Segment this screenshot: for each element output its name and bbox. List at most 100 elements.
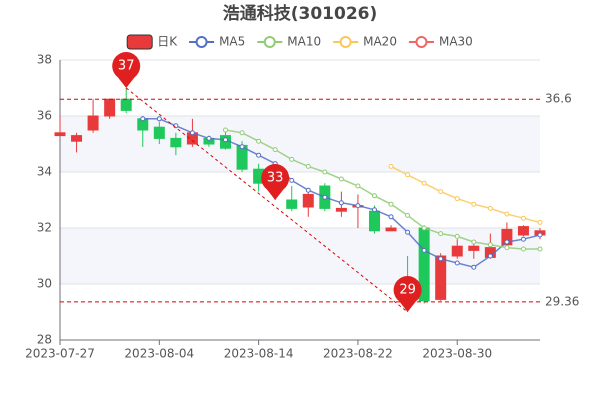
candle-body xyxy=(170,137,182,148)
ma-point xyxy=(405,212,411,218)
ma-point xyxy=(223,127,229,133)
ma-point xyxy=(421,180,427,186)
candle-body xyxy=(517,226,529,236)
ma-point xyxy=(520,236,526,242)
ma-point xyxy=(371,207,377,213)
ma-point xyxy=(438,231,444,237)
candle-body xyxy=(71,135,83,142)
ma-point xyxy=(239,144,245,150)
ma-point xyxy=(438,256,444,262)
split-area xyxy=(60,228,540,284)
candle-body xyxy=(104,98,116,117)
mark-pin-label: 29 xyxy=(399,283,416,298)
ma-point xyxy=(421,225,427,231)
ma-point xyxy=(223,137,229,143)
candle-body xyxy=(385,227,397,232)
ma-point xyxy=(371,193,377,199)
ma-point xyxy=(471,201,477,207)
candle-body xyxy=(302,193,314,208)
ma-point xyxy=(471,264,477,270)
legend-label: MA30 xyxy=(439,35,473,49)
ma-point xyxy=(338,200,344,206)
ma-point xyxy=(338,176,344,182)
ma-point xyxy=(272,147,278,153)
ma-point xyxy=(305,163,311,169)
ma-point xyxy=(289,156,295,162)
y-tick-label: 38 xyxy=(37,53,52,67)
candle-body xyxy=(435,255,447,300)
candle-body xyxy=(451,245,463,257)
ma-point xyxy=(355,183,361,189)
ma-point xyxy=(421,247,427,253)
ma-point xyxy=(388,201,394,207)
candle-body xyxy=(87,115,99,131)
ma-point xyxy=(471,239,477,245)
mark-pin xyxy=(261,164,290,200)
ma-line xyxy=(225,129,540,250)
ma-point xyxy=(537,219,543,225)
legend-label: 日K xyxy=(157,35,178,49)
legend-icon xyxy=(263,36,276,48)
legend-label: MA20 xyxy=(363,35,397,49)
candle-body xyxy=(468,245,480,251)
ma-point xyxy=(388,163,394,169)
y-tick-label: 30 xyxy=(37,277,52,291)
candle-body xyxy=(153,126,165,139)
ma-point xyxy=(504,239,510,245)
ma-point xyxy=(487,205,493,211)
mark-line-label: 36.6 xyxy=(545,92,572,106)
ma-point xyxy=(289,177,295,183)
chart-title: 浩通科技(301026) xyxy=(223,3,378,24)
ma-point xyxy=(388,214,394,220)
ma-line xyxy=(390,165,541,224)
ma-point xyxy=(438,189,444,195)
ma-point xyxy=(454,260,460,266)
y-tick-label: 36 xyxy=(37,109,52,123)
x-tick-label: 2023-08-22 xyxy=(323,347,393,361)
ma-point xyxy=(206,135,212,141)
ma-point xyxy=(504,245,510,251)
ma-point xyxy=(355,203,361,209)
ma-point xyxy=(504,211,510,217)
y-tick-label: 34 xyxy=(37,165,52,179)
candle-body xyxy=(286,199,298,209)
mark-pin xyxy=(112,51,141,88)
ma-point xyxy=(156,116,162,122)
legend-label: MA10 xyxy=(287,35,321,49)
candle-body xyxy=(120,98,132,111)
ma-point xyxy=(487,242,493,248)
legend-icon xyxy=(195,36,208,48)
x-tick-label: 2023-08-04 xyxy=(124,347,194,361)
ma-point xyxy=(256,138,262,144)
ma-point xyxy=(189,130,195,136)
y-tick-label: 32 xyxy=(37,221,52,235)
ma-point xyxy=(405,172,411,178)
ma-point xyxy=(322,169,328,175)
ma-point xyxy=(520,246,526,252)
mark-pin xyxy=(393,276,422,312)
candle-body xyxy=(54,132,66,137)
mark-line-label: 29.36 xyxy=(545,294,579,308)
ma-point xyxy=(405,229,411,235)
ma-point xyxy=(487,253,493,259)
ma-point xyxy=(537,246,543,252)
x-tick-label: 2023-08-14 xyxy=(224,347,294,361)
ma-point xyxy=(140,116,146,122)
legend-icon xyxy=(126,34,153,50)
ma-point xyxy=(256,152,262,158)
y-tick-label: 28 xyxy=(37,333,52,347)
legend-label: MA5 xyxy=(219,35,245,49)
mark-pin-label: 37 xyxy=(118,59,135,74)
ma-point xyxy=(239,130,245,136)
candle-body xyxy=(335,207,347,212)
candle-body xyxy=(501,228,513,246)
legend: 日K MA5 MA10 MA20 MA30 xyxy=(126,34,473,50)
legend-icon xyxy=(415,36,428,48)
candle-body xyxy=(368,210,380,232)
x-tick-label: 2023-08-30 xyxy=(422,347,492,361)
ma-point xyxy=(454,196,460,202)
mark-pin-label: 33 xyxy=(267,171,284,186)
ma-point xyxy=(537,232,543,238)
